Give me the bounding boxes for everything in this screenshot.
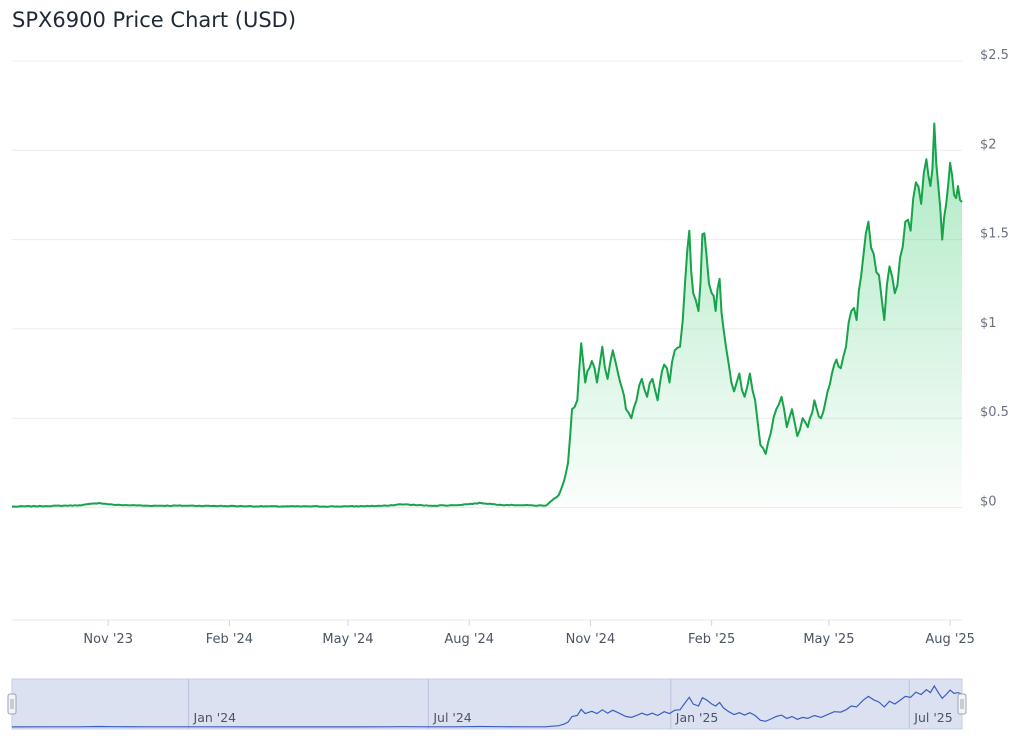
x-tick-label: Feb '24	[206, 632, 253, 647]
y-tick-label: $0	[980, 494, 997, 509]
y-tick-label: $1	[980, 316, 997, 331]
y-tick-label: $2	[980, 137, 997, 152]
navigator-handle-left[interactable]	[7, 693, 17, 715]
x-tick-label: Feb '25	[688, 632, 735, 647]
y-tick-label: $1.5	[980, 227, 1009, 242]
x-tick-label: Nov '24	[566, 632, 616, 647]
page-title: SPX6900 Price Chart (USD)	[12, 8, 297, 32]
grid-lines	[12, 60, 962, 621]
navigator-tick-label: Jan '25	[675, 710, 719, 725]
x-axis: Nov '23 Feb '24 May '24 Aug '24 Nov '24 Feb '…	[83, 620, 975, 647]
navigator-selection[interactable]	[11, 678, 963, 730]
navigator-tick-label: Jul '25	[913, 710, 952, 725]
x-tick-label: May '25	[803, 632, 854, 647]
x-tick-label: May '24	[322, 632, 373, 647]
price-area-fill	[12, 123, 962, 508]
y-tick-label: $0.5	[980, 405, 1009, 420]
x-tick-label: Aug '24	[444, 632, 494, 647]
navigator-series-line	[11, 684, 963, 728]
plot-area[interactable]	[11, 122, 963, 508]
navigator-tick-label: Jul '24	[432, 710, 471, 725]
price-series-line[interactable]	[11, 122, 963, 508]
x-tick-label: Aug '25	[925, 632, 975, 647]
navigator-handle-right[interactable]	[957, 693, 967, 715]
navigator-tick-label: Jan '24	[193, 710, 237, 725]
navigator[interactable]: Jan '24 Jul '24 Jan '25 Jul '25	[7, 678, 967, 730]
y-tick-label: $2.5	[980, 48, 1009, 63]
x-tick-label: Nov '23	[83, 632, 133, 647]
y-axis: $0 $0.5 $1 $1.5 $2 $2.5	[980, 48, 1009, 509]
